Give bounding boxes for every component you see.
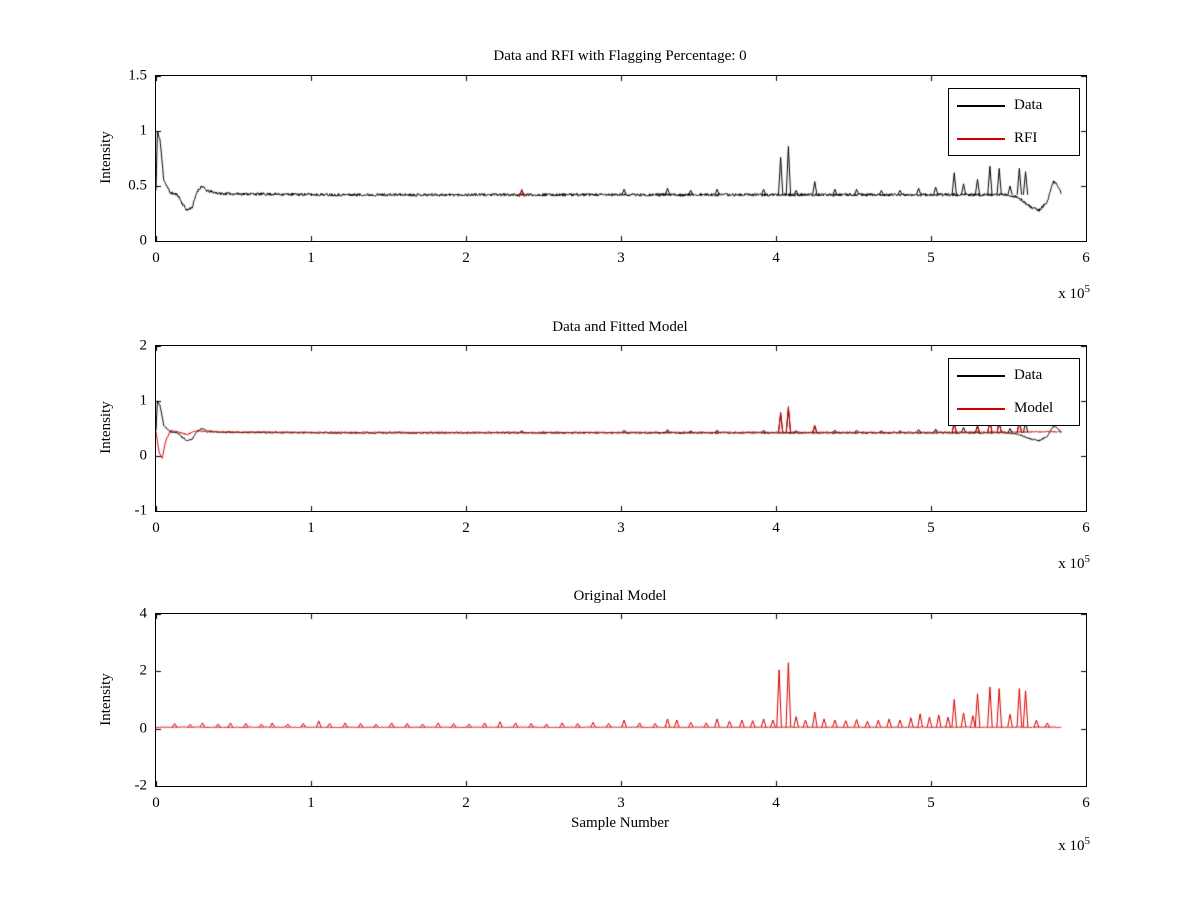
y-tick-label: -1 [134, 502, 148, 519]
legend-label: Data [1014, 97, 1043, 113]
legend: Data Model [948, 358, 1080, 426]
x-exponent-base: x 10 [1058, 556, 1085, 572]
legend-line-sample [957, 137, 1005, 140]
x-tick-label: 6 [1082, 250, 1090, 266]
plot-title: Original Model [573, 588, 667, 604]
plot-canvas [156, 614, 1086, 786]
legend-label: RFI [1014, 130, 1038, 146]
x-axis-exponent: x 105 [1000, 553, 1090, 573]
x-tick-label: 3 [617, 250, 625, 266]
x-exponent-power: 5 [1084, 553, 1091, 565]
plot-area [155, 345, 1087, 512]
x-tick-label: 2 [462, 250, 470, 266]
plot-title: Data and RFI with Flagging Percentage: 0 [493, 48, 747, 64]
plot-area [155, 75, 1087, 242]
x-tick-label: 0 [152, 520, 160, 536]
x-tick-labels: 0 1 2 3 4 5 6 [152, 795, 1090, 815]
x-exponent-power: 5 [1084, 283, 1091, 295]
plot-canvas [156, 346, 1086, 511]
x-exponent-power: 5 [1084, 835, 1091, 847]
x-tick-label: 1 [307, 795, 315, 811]
x-tick-label: 4 [772, 795, 780, 811]
y-tick-labels: 0 0.5 1 1.5 [95, 68, 148, 249]
subplot-data-rfi: Data and RFI with Flagging Percentage: 0… [0, 40, 1200, 310]
y-tick-label: 0 [139, 447, 148, 464]
x-tick-label: 6 [1082, 520, 1090, 536]
legend-entry: Data [949, 359, 1079, 392]
plot-canvas [156, 76, 1086, 241]
legend-line-sample [957, 374, 1005, 377]
x-exponent-base: x 10 [1058, 286, 1085, 302]
y-tick-label: 2 [139, 337, 148, 354]
x-tick-label: 4 [772, 520, 780, 536]
x-tick-labels: 0 1 2 3 4 5 6 [152, 250, 1090, 270]
x-tick-label: 0 [152, 795, 160, 811]
x-tick-label: 1 [307, 520, 315, 536]
x-tick-label: 5 [927, 520, 935, 536]
legend-line-sample [957, 407, 1005, 410]
y-tick-label: 4 [139, 605, 148, 622]
x-axis-exponent: x 105 [1000, 283, 1090, 303]
x-tick-label: 4 [772, 250, 780, 266]
y-tick-labels: -2 0 2 4 [95, 606, 148, 794]
x-tick-label: 3 [617, 520, 625, 536]
legend-line-sample [957, 104, 1005, 107]
y-tick-label: 1 [139, 122, 148, 139]
x-axis-label: Sample Number [571, 815, 669, 831]
y-tick-label: 1 [139, 392, 148, 409]
y-tick-label: 0.5 [128, 177, 147, 194]
y-tick-labels: -1 0 1 2 [95, 338, 148, 519]
x-tick-label: 0 [152, 250, 160, 266]
legend-entry: Model [949, 392, 1079, 425]
plot-area [155, 613, 1087, 787]
x-tick-label: 6 [1082, 795, 1090, 811]
legend: Data RFI [948, 88, 1080, 156]
x-tick-labels: 0 1 2 3 4 5 6 [152, 520, 1090, 540]
legend-entry: RFI [949, 122, 1079, 155]
y-tick-label: 0 [139, 232, 148, 249]
x-tick-label: 3 [617, 795, 625, 811]
y-tick-label: 1.5 [128, 67, 147, 84]
legend-entry: Data [949, 89, 1079, 122]
legend-label: Data [1014, 367, 1043, 383]
x-tick-label: 5 [927, 250, 935, 266]
x-tick-label: 5 [927, 795, 935, 811]
y-tick-label: 0 [139, 720, 148, 737]
x-tick-label: 1 [307, 250, 315, 266]
x-tick-label: 2 [462, 520, 470, 536]
legend-label: Model [1014, 400, 1054, 416]
y-tick-label: 2 [139, 662, 148, 679]
x-axis-exponent: x 105 [1000, 835, 1090, 855]
plot-title: Data and Fitted Model [552, 319, 688, 335]
y-tick-label: -2 [134, 777, 148, 794]
x-exponent-base: x 10 [1058, 838, 1085, 854]
x-tick-label: 2 [462, 795, 470, 811]
